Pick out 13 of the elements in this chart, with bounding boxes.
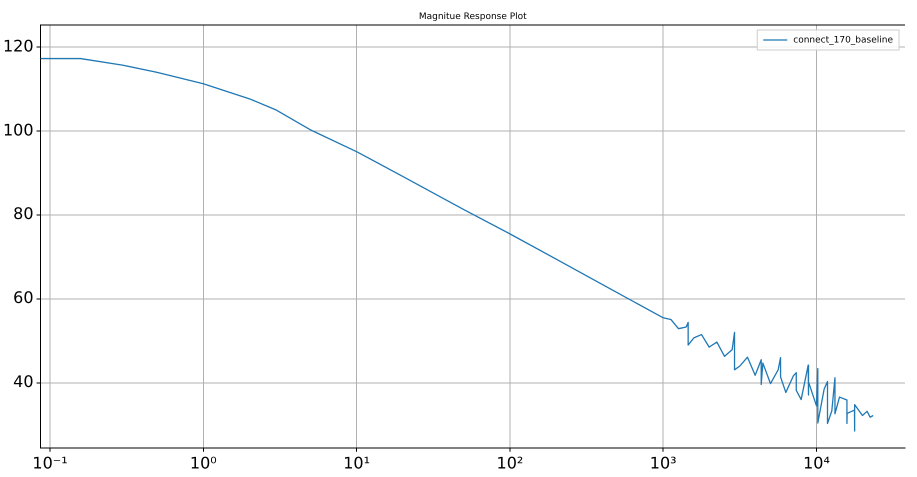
y-tick-label: 40 [13,372,34,391]
x-tick-label: 10³ [650,454,677,473]
y-tick-label: 80 [13,204,34,224]
x-tick-label: 10⁻¹ [32,454,68,473]
y-tick-label: 60 [13,288,34,308]
x-tick-label: 10¹ [343,454,370,473]
x-tick-label: 10⁰ [190,454,217,473]
chart-title: Magnitue Response Plot [418,12,528,22]
y-tick-label: 100 [2,120,34,140]
y-tick-label: 120 [2,36,34,56]
x-tick-label: 10² [496,454,524,473]
x-tick-label: 10⁴ [803,454,830,473]
legend-label: connect_170_baseline [793,35,894,46]
